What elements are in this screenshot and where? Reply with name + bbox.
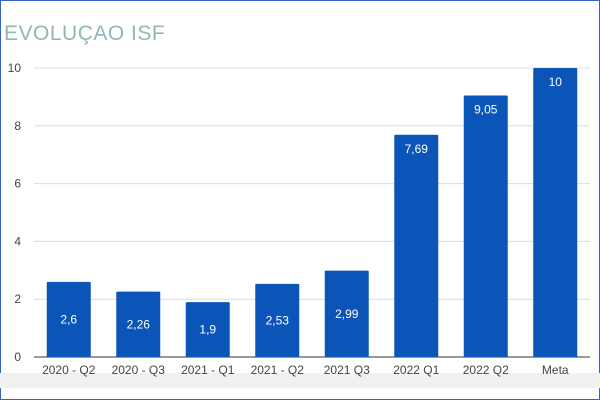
data-label: 10: [549, 75, 563, 89]
x-tick-label: 2021 - Q1: [181, 363, 235, 377]
y-axis-ticks: 0 2 4 6 8 10: [8, 61, 22, 364]
chart-title: EVOLUÇAO ISF: [4, 22, 166, 45]
bar: [255, 283, 300, 357]
data-labels: 2,6 2,26 1,9 2,53 2,99 7,69 9,05 10: [60, 75, 562, 337]
data-label: 7,69: [405, 142, 429, 156]
bottom-strip: [0, 373, 600, 388]
x-tick-label: Meta: [542, 363, 569, 377]
data-label: 2,6: [60, 312, 77, 326]
bar: [116, 291, 161, 357]
data-label: 2,26: [127, 317, 151, 331]
x-tick-label: 2021 Q3: [324, 363, 370, 377]
bar: [324, 270, 369, 357]
y-tick-label: 4: [14, 234, 21, 248]
bar: [463, 95, 508, 357]
bars: [46, 68, 578, 357]
y-tick-label: 8: [14, 119, 21, 133]
data-label: 2,99: [335, 307, 359, 321]
data-label: 9,05: [474, 102, 498, 116]
x-tick-label: 2020 - Q2: [42, 363, 96, 377]
x-tick-label: 2020 - Q3: [112, 363, 166, 377]
bar: [394, 134, 439, 357]
y-tick-label: 6: [14, 177, 21, 191]
y-tick-label: 2: [14, 292, 21, 306]
bar: [533, 68, 578, 357]
bar: [46, 281, 91, 357]
x-tick-label: 2022 Q1: [393, 363, 439, 377]
y-tick-label: 10: [8, 61, 22, 75]
x-tick-label: 2021 - Q2: [251, 363, 305, 377]
x-axis-ticks: 2020 - Q2 2020 - Q3 2021 - Q1 2021 - Q2 2021…: [42, 363, 569, 377]
bar: [185, 302, 230, 357]
x-tick-label: 2022 Q2: [463, 363, 509, 377]
y-tick-label: 0: [14, 350, 21, 364]
data-label: 2,53: [266, 313, 290, 327]
data-label: 1,9: [199, 323, 216, 337]
